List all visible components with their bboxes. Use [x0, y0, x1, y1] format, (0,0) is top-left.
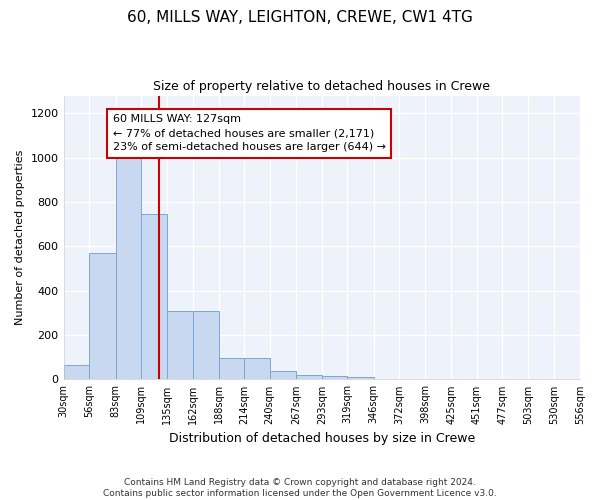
- Bar: [141, 214, 167, 380]
- Bar: [193, 310, 218, 380]
- Text: 60 MILLS WAY: 127sqm
← 77% of detached houses are smaller (2,171)
23% of semi-de: 60 MILLS WAY: 127sqm ← 77% of detached h…: [113, 114, 386, 152]
- Bar: [244, 358, 270, 380]
- Title: Size of property relative to detached houses in Crewe: Size of property relative to detached ho…: [153, 80, 490, 93]
- Y-axis label: Number of detached properties: Number of detached properties: [15, 150, 25, 325]
- X-axis label: Distribution of detached houses by size in Crewe: Distribution of detached houses by size …: [169, 432, 475, 445]
- Bar: [89, 253, 116, 380]
- Bar: [167, 310, 193, 380]
- Bar: [347, 377, 374, 380]
- Bar: [218, 358, 244, 380]
- Bar: [270, 371, 296, 380]
- Bar: [296, 375, 322, 380]
- Text: Contains HM Land Registry data © Crown copyright and database right 2024.
Contai: Contains HM Land Registry data © Crown c…: [103, 478, 497, 498]
- Bar: [322, 376, 347, 380]
- Text: 60, MILLS WAY, LEIGHTON, CREWE, CW1 4TG: 60, MILLS WAY, LEIGHTON, CREWE, CW1 4TG: [127, 10, 473, 25]
- Bar: [116, 158, 141, 380]
- Bar: [64, 365, 89, 380]
